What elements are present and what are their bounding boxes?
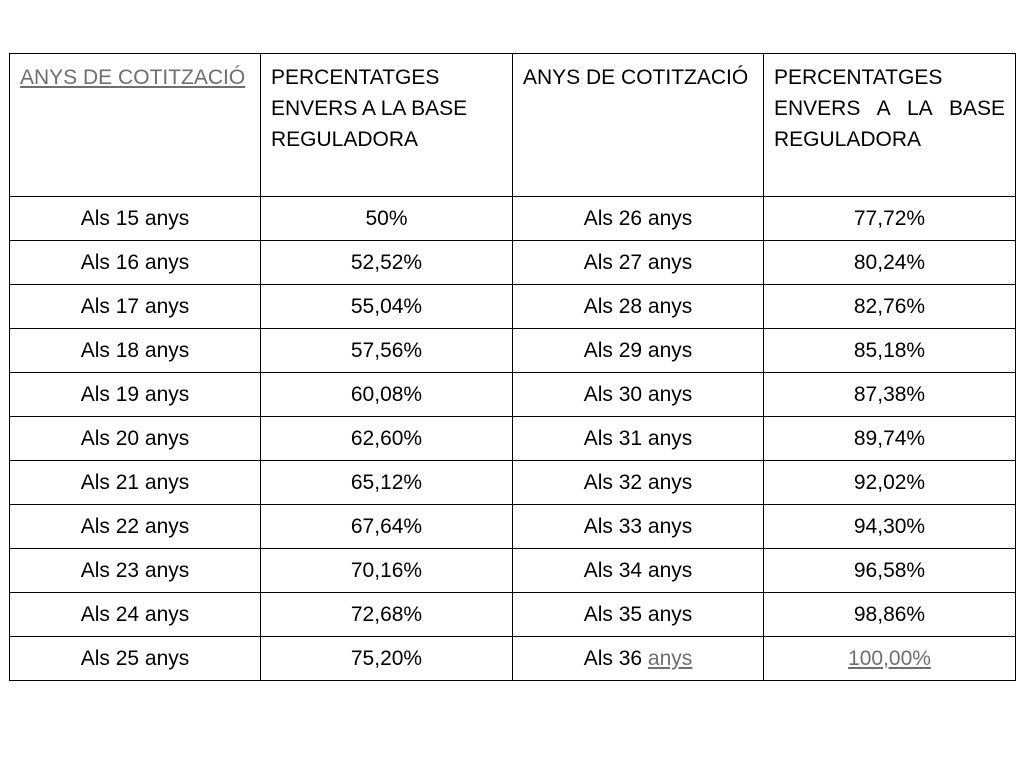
table-row: Als 16 anys 52,52% Als 27 anys 80,24% [9,240,1016,285]
percentage-cell: 85,18% [763,328,1016,373]
years-cell: Als 27 anys [512,240,764,285]
years-cell: Als 35 anys [512,592,764,637]
years-cell: Als 31 anys [512,416,764,461]
percentage-cell: 92,02% [763,460,1016,505]
years-cell: Als 29 anys [512,328,764,373]
years-cell: Als 15 anys [9,196,261,241]
table-row: Als 18 anys 57,56% Als 29 anys 85,18% [9,328,1016,373]
years-cell: Als 25 anys [9,636,261,681]
percentage-cell: 94,30% [763,504,1016,549]
table-row: Als 24 anys 72,68% Als 35 anys 98,86% [9,592,1016,637]
percentage-cell: 57,56% [260,328,513,373]
years-cell: Als 18 anys [9,328,261,373]
percentage-link[interactable]: 100,00% [848,646,931,670]
percentage-cell: 65,12% [260,460,513,505]
table-row: Als 15 anys 50% Als 26 anys 77,72% [9,196,1016,241]
years-cell: Als 19 anys [9,372,261,417]
years-cell: Als 24 anys [9,592,261,637]
percentage-cell: 67,64% [260,504,513,549]
table-row: Als 21 anys 65,12% Als 32 anys 92,02% [9,460,1016,505]
percentage-cell: 50% [260,196,513,241]
years-cell: Als 22 anys [9,504,261,549]
percentage-cell: 80,24% [763,240,1016,285]
table-header-row: ANYS DE COTITZACIÓ PERCENTATGES ENVERS A… [9,53,1016,197]
years-cell: Als 16 anys [9,240,261,285]
table-row: Als 17 anys 55,04% Als 28 anys 82,76% [9,284,1016,329]
years-cell-prefix: Als 36 [583,646,643,670]
table-row: Als 25 anys 75,20% Als 36 anys 100,00% [9,636,1016,681]
percentage-cell: 72,68% [260,592,513,637]
percentage-cell: 70,16% [260,548,513,593]
years-cell: Als 17 anys [9,284,261,329]
percentage-cell: 60,08% [260,372,513,417]
header-cell-percentages-2: PERCENTATGES ENVERS A LA BASE REGULADORA [763,53,1016,197]
header-link-years[interactable]: ANYS DE COTITZACIÓ [20,66,246,89]
years-cell: Als 20 anys [9,416,261,461]
percentage-cell: 100,00% [763,636,1016,681]
percentage-cell: 89,74% [763,416,1016,461]
years-cell: Als 28 anys [512,284,764,329]
years-cell: Als 32 anys [512,460,764,505]
header-cell-years-1: ANYS DE COTITZACIÓ [9,53,261,197]
table-row: Als 20 anys 62,60% Als 31 anys 89,74% [9,416,1016,461]
years-cell: Als 26 anys [512,196,764,241]
pension-percentages-table: ANYS DE COTITZACIÓ PERCENTATGES ENVERS A… [9,53,1016,681]
percentage-cell: 55,04% [260,284,513,329]
years-cell: Als 36 anys [512,636,764,681]
years-cell: Als 30 anys [512,372,764,417]
percentage-cell: 77,72% [763,196,1016,241]
table-row: Als 23 anys 70,16% Als 34 anys 96,58% [9,548,1016,593]
years-cell: Als 34 anys [512,548,764,593]
years-cell: Als 21 anys [9,460,261,505]
percentage-cell: 87,38% [763,372,1016,417]
percentage-cell: 52,52% [260,240,513,285]
years-link[interactable]: anys [647,646,693,670]
years-cell: Als 33 anys [512,504,764,549]
percentage-cell: 75,20% [260,636,513,681]
percentage-cell: 82,76% [763,284,1016,329]
table-row: Als 22 anys 67,64% Als 33 anys 94,30% [9,504,1016,549]
table-row: Als 19 anys 60,08% Als 30 anys 87,38% [9,372,1016,417]
percentage-cell: 96,58% [763,548,1016,593]
percentage-cell: 98,86% [763,592,1016,637]
percentage-cell: 62,60% [260,416,513,461]
header-cell-years-2: ANYS DE COTITZACIÓ [512,53,764,197]
header-cell-percentages-1: PERCENTATGES ENVERS A LA BASE REGULADORA [260,53,513,197]
years-cell: Als 23 anys [9,548,261,593]
